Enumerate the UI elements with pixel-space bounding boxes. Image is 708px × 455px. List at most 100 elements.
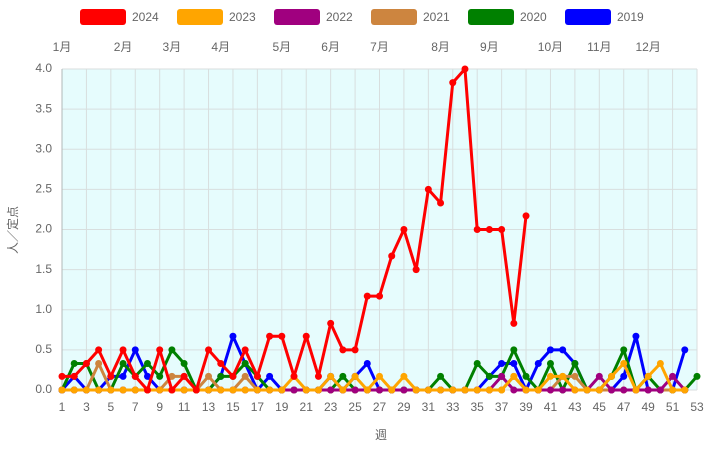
month-label: 2月 <box>114 40 133 54</box>
x-tick-label: 49 <box>641 400 655 414</box>
y-tick-label: 0.5 <box>35 342 52 356</box>
data-point <box>681 386 689 394</box>
data-point <box>400 372 408 380</box>
data-point <box>510 346 518 354</box>
data-point <box>644 372 652 380</box>
data-point <box>412 266 420 274</box>
data-point <box>632 332 640 340</box>
x-tick-label: 47 <box>617 400 631 414</box>
data-point <box>278 332 286 340</box>
data-point <box>620 346 628 354</box>
data-point <box>437 199 445 207</box>
data-point <box>180 372 188 380</box>
data-point <box>217 386 225 394</box>
data-point <box>143 360 151 368</box>
data-point <box>620 372 628 380</box>
month-label: 1月 <box>53 40 72 54</box>
y-tick-label: 3.5 <box>35 101 52 115</box>
legend-label[interactable]: 2020 <box>520 10 547 24</box>
x-tick-label: 41 <box>544 400 558 414</box>
x-tick-label: 37 <box>495 400 509 414</box>
data-point <box>424 185 432 193</box>
data-point <box>351 346 359 354</box>
y-tick-label: 2.0 <box>35 222 52 236</box>
data-point <box>376 292 383 300</box>
month-label: 11月 <box>587 40 611 54</box>
data-point <box>217 360 225 368</box>
x-tick-label: 25 <box>348 400 362 414</box>
x-tick-label: 19 <box>275 400 289 414</box>
data-point <box>302 386 310 394</box>
data-point <box>253 372 261 380</box>
legend-label[interactable]: 2022 <box>326 10 353 24</box>
data-point <box>327 372 335 380</box>
legend-label[interactable]: 2024 <box>132 10 159 24</box>
data-point <box>510 319 518 327</box>
data-point <box>473 386 481 394</box>
data-point <box>314 372 322 380</box>
data-point <box>656 360 664 368</box>
data-point <box>192 386 200 394</box>
data-point <box>473 360 481 368</box>
data-point <box>131 346 139 354</box>
data-point <box>327 386 335 394</box>
x-tick-label: 33 <box>446 400 460 414</box>
data-point <box>669 386 677 394</box>
legend-swatch[interactable] <box>371 9 417 25</box>
data-point <box>229 332 237 340</box>
data-point <box>119 360 127 368</box>
data-point <box>70 360 78 368</box>
data-point <box>510 386 518 394</box>
data-point <box>595 372 603 380</box>
data-point <box>205 372 213 380</box>
legend-swatch[interactable] <box>468 9 514 25</box>
data-point <box>168 386 176 394</box>
data-point <box>400 386 408 394</box>
data-point <box>314 386 322 394</box>
legend-swatch[interactable] <box>177 9 223 25</box>
data-point <box>70 372 78 380</box>
data-point <box>449 386 457 394</box>
legend-swatch[interactable] <box>274 9 320 25</box>
legend-label[interactable]: 2019 <box>617 10 644 24</box>
data-point <box>534 360 542 368</box>
data-point <box>180 386 188 394</box>
data-point <box>437 386 445 394</box>
y-tick-label: 1.0 <box>35 302 52 316</box>
x-tick-label: 15 <box>226 400 240 414</box>
data-point <box>559 386 567 394</box>
data-point <box>95 386 103 394</box>
data-point <box>498 226 506 233</box>
data-point <box>241 360 249 368</box>
data-point <box>424 386 432 394</box>
data-point <box>119 372 127 380</box>
legend-swatch[interactable] <box>565 9 611 25</box>
x-tick-label: 21 <box>300 400 314 414</box>
data-point <box>168 372 176 380</box>
month-label: 6月 <box>321 40 340 54</box>
data-point <box>485 372 493 380</box>
x-tick-label: 17 <box>251 400 265 414</box>
data-point <box>143 372 151 380</box>
x-tick-label: 7 <box>132 400 139 414</box>
x-tick-label: 3 <box>83 400 90 414</box>
data-point <box>82 386 90 394</box>
x-axis-title: 週 <box>375 428 387 442</box>
data-point <box>559 372 567 380</box>
legend-label[interactable]: 2023 <box>229 10 256 24</box>
data-point <box>95 346 103 354</box>
data-point <box>205 386 213 394</box>
data-point <box>339 372 347 380</box>
data-point <box>119 386 127 394</box>
x-tick-label: 11 <box>178 400 191 414</box>
data-point <box>388 252 396 260</box>
data-point <box>546 346 554 354</box>
month-label: 8月 <box>431 40 450 54</box>
data-point <box>205 346 213 354</box>
data-point <box>229 372 237 380</box>
data-point <box>522 386 530 394</box>
legend-swatch[interactable] <box>80 9 126 25</box>
data-point <box>351 372 359 380</box>
legend-label[interactable]: 2021 <box>423 10 450 24</box>
